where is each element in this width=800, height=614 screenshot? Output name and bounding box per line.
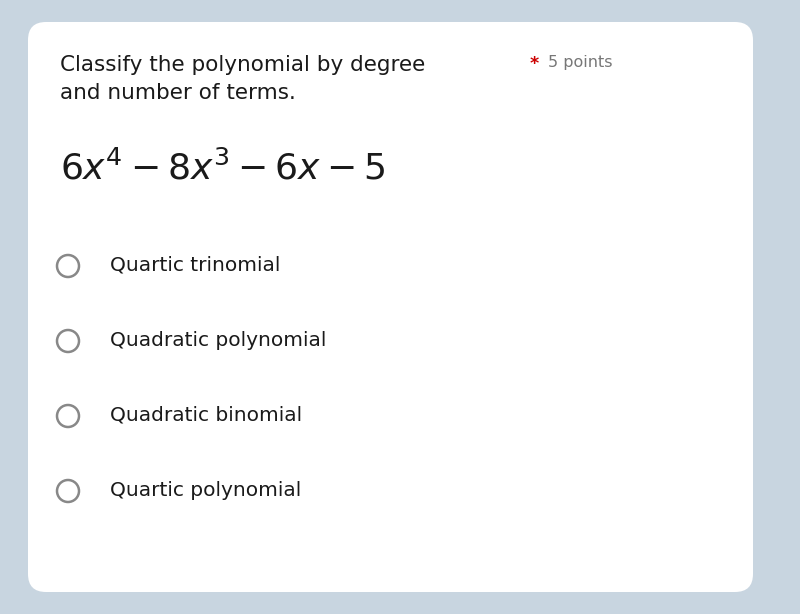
Text: Quadratic polynomial: Quadratic polynomial (110, 330, 326, 349)
FancyBboxPatch shape (28, 22, 753, 592)
Text: Classify the polynomial by degree: Classify the polynomial by degree (60, 55, 426, 75)
Text: 5 points: 5 points (548, 55, 613, 70)
Circle shape (57, 405, 79, 427)
Text: *: * (530, 55, 539, 73)
Circle shape (57, 255, 79, 277)
Circle shape (57, 480, 79, 502)
Text: $6x^{4} - 8x^{3} - 6x - 5$: $6x^{4} - 8x^{3} - 6x - 5$ (60, 150, 386, 186)
Text: Quartic polynomial: Quartic polynomial (110, 481, 302, 500)
Circle shape (57, 330, 79, 352)
Text: Quartic trinomial: Quartic trinomial (110, 255, 280, 274)
Text: and number of terms.: and number of terms. (60, 83, 296, 103)
Text: Quadratic binomial: Quadratic binomial (110, 405, 302, 424)
